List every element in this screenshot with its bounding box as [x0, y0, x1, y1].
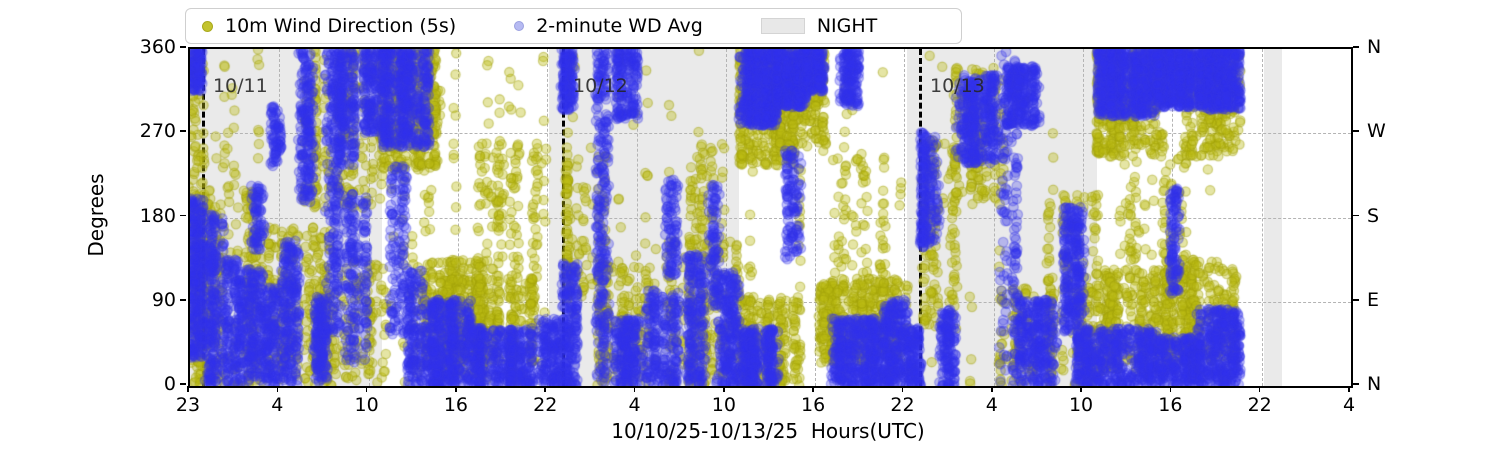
y-tick-mark	[180, 214, 186, 217]
x-tick-mark	[812, 386, 814, 392]
x-tick-label: 16	[1158, 394, 1183, 416]
x-axis-label: 10/10/25-10/13/25 Hours(UTC)	[611, 419, 925, 443]
legend-label-wd-avg: 2-minute WD Avg	[536, 15, 703, 37]
x-tick-label: 23	[175, 394, 201, 416]
x-tick-mark	[544, 386, 547, 392]
y-tick-label: 0	[163, 373, 176, 395]
x-tick-label: 4	[985, 394, 998, 416]
x-tick-mark	[1348, 386, 1350, 392]
date-label: 10/12	[572, 75, 628, 97]
x-tick-label: 22	[533, 394, 558, 416]
x-tick-mark	[633, 386, 636, 392]
compass-tick-label: E	[1367, 288, 1380, 311]
legend-item-wd-avg: 2-minute WD Avg	[514, 15, 703, 37]
night-patch-icon	[760, 18, 805, 34]
right-tick-mark	[1353, 46, 1359, 48]
scatter-canvas	[190, 49, 1351, 386]
date-label: 10/13	[929, 75, 985, 97]
x-tick-label: 22	[890, 394, 915, 416]
y-tick-mark	[180, 46, 186, 48]
x-tick-mark	[365, 386, 368, 392]
x-tick-mark	[1169, 386, 1172, 392]
legend-label-night: NIGHT	[816, 15, 878, 37]
y-tick-mark	[180, 298, 186, 301]
x-tick-label: 10	[354, 394, 379, 416]
x-tick-mark	[455, 386, 457, 392]
x-tick-mark	[187, 386, 189, 392]
date-label: 10/11	[212, 75, 268, 97]
plot-area: 10/11 10/12 10/13	[188, 47, 1353, 388]
legend-item-night: NIGHT	[760, 15, 878, 37]
legend-item-wind-5s: 10m Wind Direction (5s)	[202, 15, 456, 37]
right-tick-mark	[1353, 383, 1359, 385]
x-tick-mark	[723, 386, 725, 392]
compass-tick-label: S	[1367, 204, 1380, 227]
blue-dot-marker-icon	[514, 21, 525, 31]
x-tick-label: 10	[1068, 394, 1094, 416]
compass-tick-label: N	[1367, 373, 1382, 395]
y-axis-label: Degrees	[84, 173, 108, 257]
legend: 10m Wind Direction (5s) 2-minute WD Avg …	[185, 8, 962, 44]
yellow-dot-marker-icon	[202, 20, 213, 32]
legend-label-wind-5s: 10m Wind Direction (5s)	[225, 15, 457, 37]
y-tick-label: 360	[139, 36, 176, 58]
x-tick-label: 16	[801, 394, 826, 416]
compass-tick-label: N	[1367, 36, 1382, 58]
x-tick-label: 10	[711, 394, 736, 416]
x-tick-label: 4	[1342, 394, 1356, 416]
y-tick-label: 90	[151, 288, 176, 311]
right-tick-mark	[1353, 214, 1359, 217]
x-tick-mark	[276, 386, 279, 392]
right-tick-mark	[1353, 298, 1359, 301]
y-tick-label: 180	[139, 204, 176, 227]
right-tick-mark	[1353, 130, 1359, 133]
compass-tick-label: W	[1367, 120, 1386, 143]
x-tick-label: 22	[1247, 394, 1272, 416]
x-tick-mark	[1258, 386, 1261, 392]
x-tick-label: 4	[271, 394, 284, 416]
x-tick-mark	[901, 386, 904, 392]
x-tick-mark	[1080, 386, 1082, 392]
y-tick-mark	[180, 130, 186, 133]
x-tick-label: 4	[628, 394, 641, 416]
y-tick-label: 270	[139, 120, 176, 143]
x-tick-label: 16	[443, 394, 469, 416]
x-tick-mark	[990, 386, 993, 392]
y-tick-mark	[180, 383, 186, 385]
